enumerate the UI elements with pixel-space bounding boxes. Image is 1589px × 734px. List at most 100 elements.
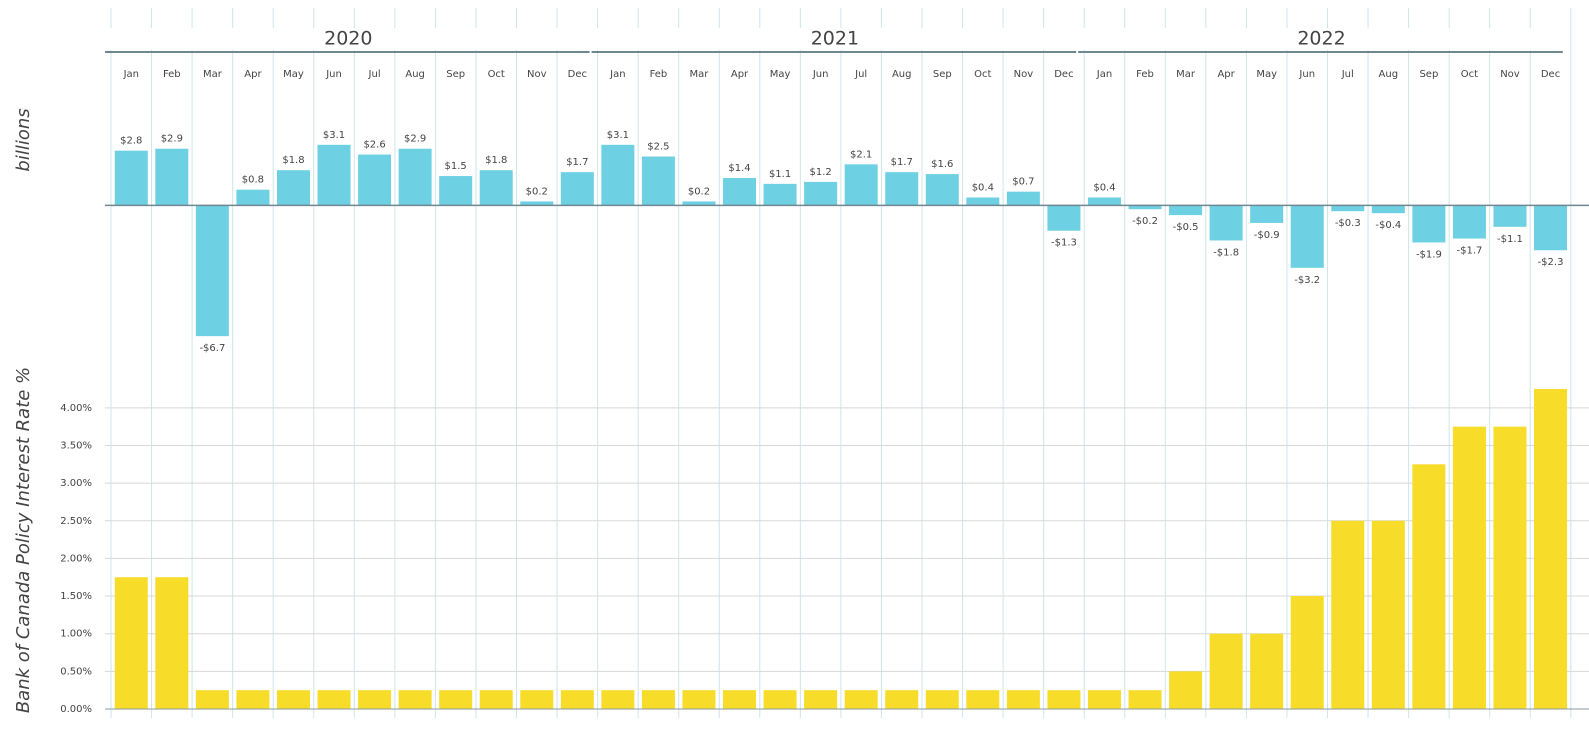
value-label: -$1.7: [1456, 246, 1482, 257]
year-label: 2020: [324, 28, 372, 50]
y-tick-label: 3.00%: [60, 478, 92, 489]
bar: [1209, 633, 1243, 709]
y-tick-label: 0.50%: [60, 666, 92, 677]
bar: [236, 690, 270, 709]
month-label: May: [770, 69, 791, 80]
month-label: Nov: [1014, 69, 1034, 80]
month-label: Jan: [1096, 69, 1112, 80]
bar: [276, 690, 310, 709]
year-header-bg: [105, 28, 590, 50]
month-label: Nov: [1500, 69, 1520, 80]
bar: [1493, 426, 1527, 709]
month-label: Sep: [446, 69, 465, 80]
value-label: $2.9: [161, 134, 183, 145]
bar: [804, 181, 838, 206]
bar: [1452, 426, 1486, 709]
value-label: -$1.9: [1416, 249, 1442, 260]
bar: [276, 170, 310, 206]
value-label: -$0.3: [1335, 218, 1361, 229]
bar: [925, 174, 959, 206]
bar: [682, 201, 716, 206]
value-label: $3.1: [323, 130, 345, 141]
bar: [682, 690, 716, 709]
year-label: 2021: [811, 28, 859, 50]
bar: [1331, 205, 1365, 212]
value-label: $2.9: [404, 134, 426, 145]
value-label: -$0.4: [1375, 220, 1401, 231]
bar: [1169, 205, 1203, 216]
month-label: Dec: [568, 69, 587, 80]
bar: [195, 690, 229, 709]
year-label: 2022: [1297, 28, 1345, 50]
bar: [560, 172, 594, 206]
bar: [1290, 205, 1324, 268]
month-label: Mar: [1176, 69, 1196, 80]
month-label: Sep: [933, 69, 952, 80]
bar: [1047, 690, 1081, 709]
month-label: Feb: [650, 69, 668, 80]
value-label: -$2.3: [1538, 257, 1564, 268]
bar: [1006, 690, 1040, 709]
bar: [641, 156, 675, 206]
bar: [1290, 596, 1324, 709]
bar: [1371, 520, 1405, 709]
bar: [560, 690, 594, 709]
month-label: Jul: [854, 69, 867, 80]
bar: [398, 690, 432, 709]
bar: [804, 690, 838, 709]
value-label: $0.2: [688, 186, 710, 197]
value-label: $1.2: [809, 167, 831, 178]
bar: [885, 690, 919, 709]
month-label: Oct: [974, 69, 991, 80]
bar: [1371, 205, 1405, 214]
month-label: Sep: [1419, 69, 1438, 80]
y-axis-label: Bank of Canada Policy Interest Rate %: [13, 367, 34, 713]
month-label: Apr: [731, 69, 749, 80]
value-label: $2.1: [850, 149, 872, 160]
bar: [966, 197, 1000, 206]
value-label: $0.8: [242, 175, 264, 186]
value-label: $1.6: [931, 159, 953, 170]
value-label: $2.6: [363, 140, 385, 151]
month-label: Dec: [1541, 69, 1560, 80]
value-label: -$1.1: [1497, 234, 1523, 245]
bar: [114, 577, 148, 709]
month-label: Jan: [123, 69, 139, 80]
y-tick-label: 3.50%: [60, 440, 92, 451]
value-label: -$6.7: [199, 343, 225, 354]
month-label: Apr: [1217, 69, 1235, 80]
y-tick-label: 1.50%: [60, 591, 92, 602]
bar: [1006, 191, 1040, 206]
value-label: $1.4: [728, 163, 750, 174]
month-label: Apr: [244, 69, 262, 80]
bar: [723, 178, 757, 206]
month-label: Aug: [405, 69, 425, 80]
bar: [479, 690, 513, 709]
month-label: May: [1256, 69, 1277, 80]
bar: [358, 690, 392, 709]
year-header-bg: [1078, 28, 1563, 50]
value-label: -$3.2: [1294, 275, 1320, 286]
value-label: $1.7: [566, 157, 588, 168]
bar: [1412, 205, 1446, 243]
bar: [601, 690, 635, 709]
bar: [1087, 690, 1121, 709]
y-tick-label: 0.00%: [60, 704, 92, 715]
y-axis-label: billions: [13, 108, 34, 171]
bar: [763, 183, 797, 206]
bar: [1534, 389, 1568, 709]
bar: [155, 148, 189, 206]
bar: [317, 690, 351, 709]
value-label: $0.2: [526, 186, 548, 197]
month-label: Jul: [368, 69, 381, 80]
bar: [723, 690, 757, 709]
bar: [885, 172, 919, 206]
bar: [966, 690, 1000, 709]
month-label: Jul: [1341, 69, 1354, 80]
bar: [317, 144, 351, 206]
bar: [1534, 205, 1568, 251]
bar: [1047, 205, 1081, 231]
bar: [925, 690, 959, 709]
bar: [1128, 690, 1162, 709]
year-header-bg: [591, 28, 1077, 50]
